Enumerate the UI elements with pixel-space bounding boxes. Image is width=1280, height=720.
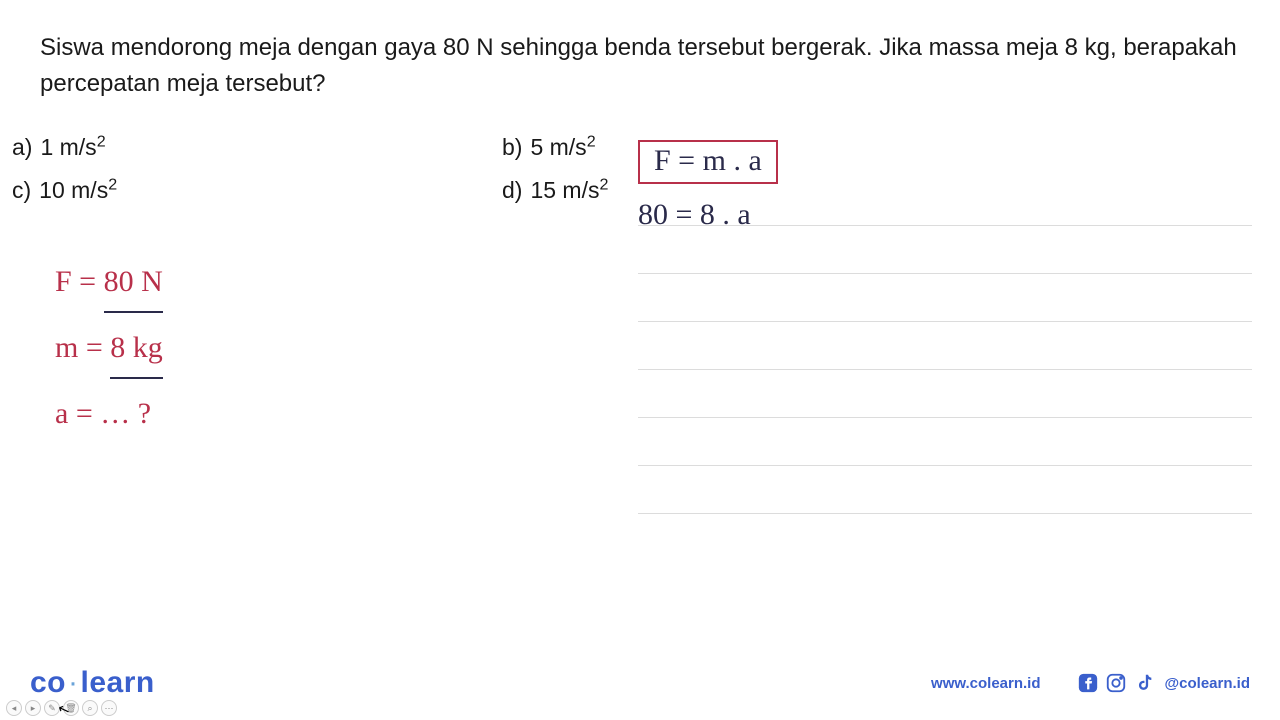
ruled-line bbox=[638, 226, 1252, 274]
handwritten-solution: F = m . a 80 = 8 . a bbox=[638, 140, 778, 232]
question-text: Siswa mendorong meja dengan gaya 80 N se… bbox=[12, 30, 1268, 102]
option-b-label: b) bbox=[502, 134, 522, 161]
option-c[interactable]: c) 10 m/s2 bbox=[12, 177, 502, 204]
option-a[interactable]: a) 1 m/s2 bbox=[12, 134, 502, 161]
given-force: F = 80 N bbox=[55, 255, 163, 313]
social-links: @colearn.id bbox=[1077, 672, 1250, 694]
toolbar-button[interactable]: ▸ bbox=[25, 700, 41, 716]
newton-second-law-formula: F = m . a bbox=[638, 140, 778, 184]
website-url: www.colearn.id bbox=[931, 675, 1040, 692]
handwritten-given-values: F = 80 N m = 8 kg a = … ? bbox=[55, 255, 163, 449]
substituted-equation: 80 = 8 . a bbox=[638, 198, 778, 232]
toolbar-button[interactable]: ⌕ bbox=[82, 700, 98, 716]
toolbar-button[interactable]: ⋯ bbox=[101, 700, 117, 716]
ruled-line bbox=[638, 322, 1252, 370]
ruled-line bbox=[638, 418, 1252, 466]
unknown-acceleration: a = … ? bbox=[55, 387, 163, 441]
ruled-line bbox=[638, 370, 1252, 418]
tiktok-icon[interactable] bbox=[1133, 672, 1155, 694]
option-d-value: 15 m/s2 bbox=[530, 177, 608, 204]
social-handle: @colearn.id bbox=[1165, 675, 1250, 692]
ruled-line bbox=[638, 274, 1252, 322]
option-a-label: a) bbox=[12, 134, 32, 161]
option-c-value: 10 m/s2 bbox=[39, 177, 117, 204]
option-c-label: c) bbox=[12, 177, 31, 204]
option-a-value: 1 m/s2 bbox=[40, 134, 105, 161]
option-b-value: 5 m/s2 bbox=[530, 134, 595, 161]
given-mass: m = 8 kg bbox=[55, 321, 163, 379]
footer-bar: co·learn www.colearn.id @colearn.id bbox=[0, 666, 1280, 700]
colearn-logo: co·learn bbox=[30, 666, 155, 700]
ruled-line bbox=[638, 466, 1252, 514]
facebook-icon[interactable] bbox=[1077, 672, 1099, 694]
toolbar-button[interactable]: ◂ bbox=[6, 700, 22, 716]
option-d-label: d) bbox=[502, 177, 522, 204]
instagram-icon[interactable] bbox=[1105, 672, 1127, 694]
